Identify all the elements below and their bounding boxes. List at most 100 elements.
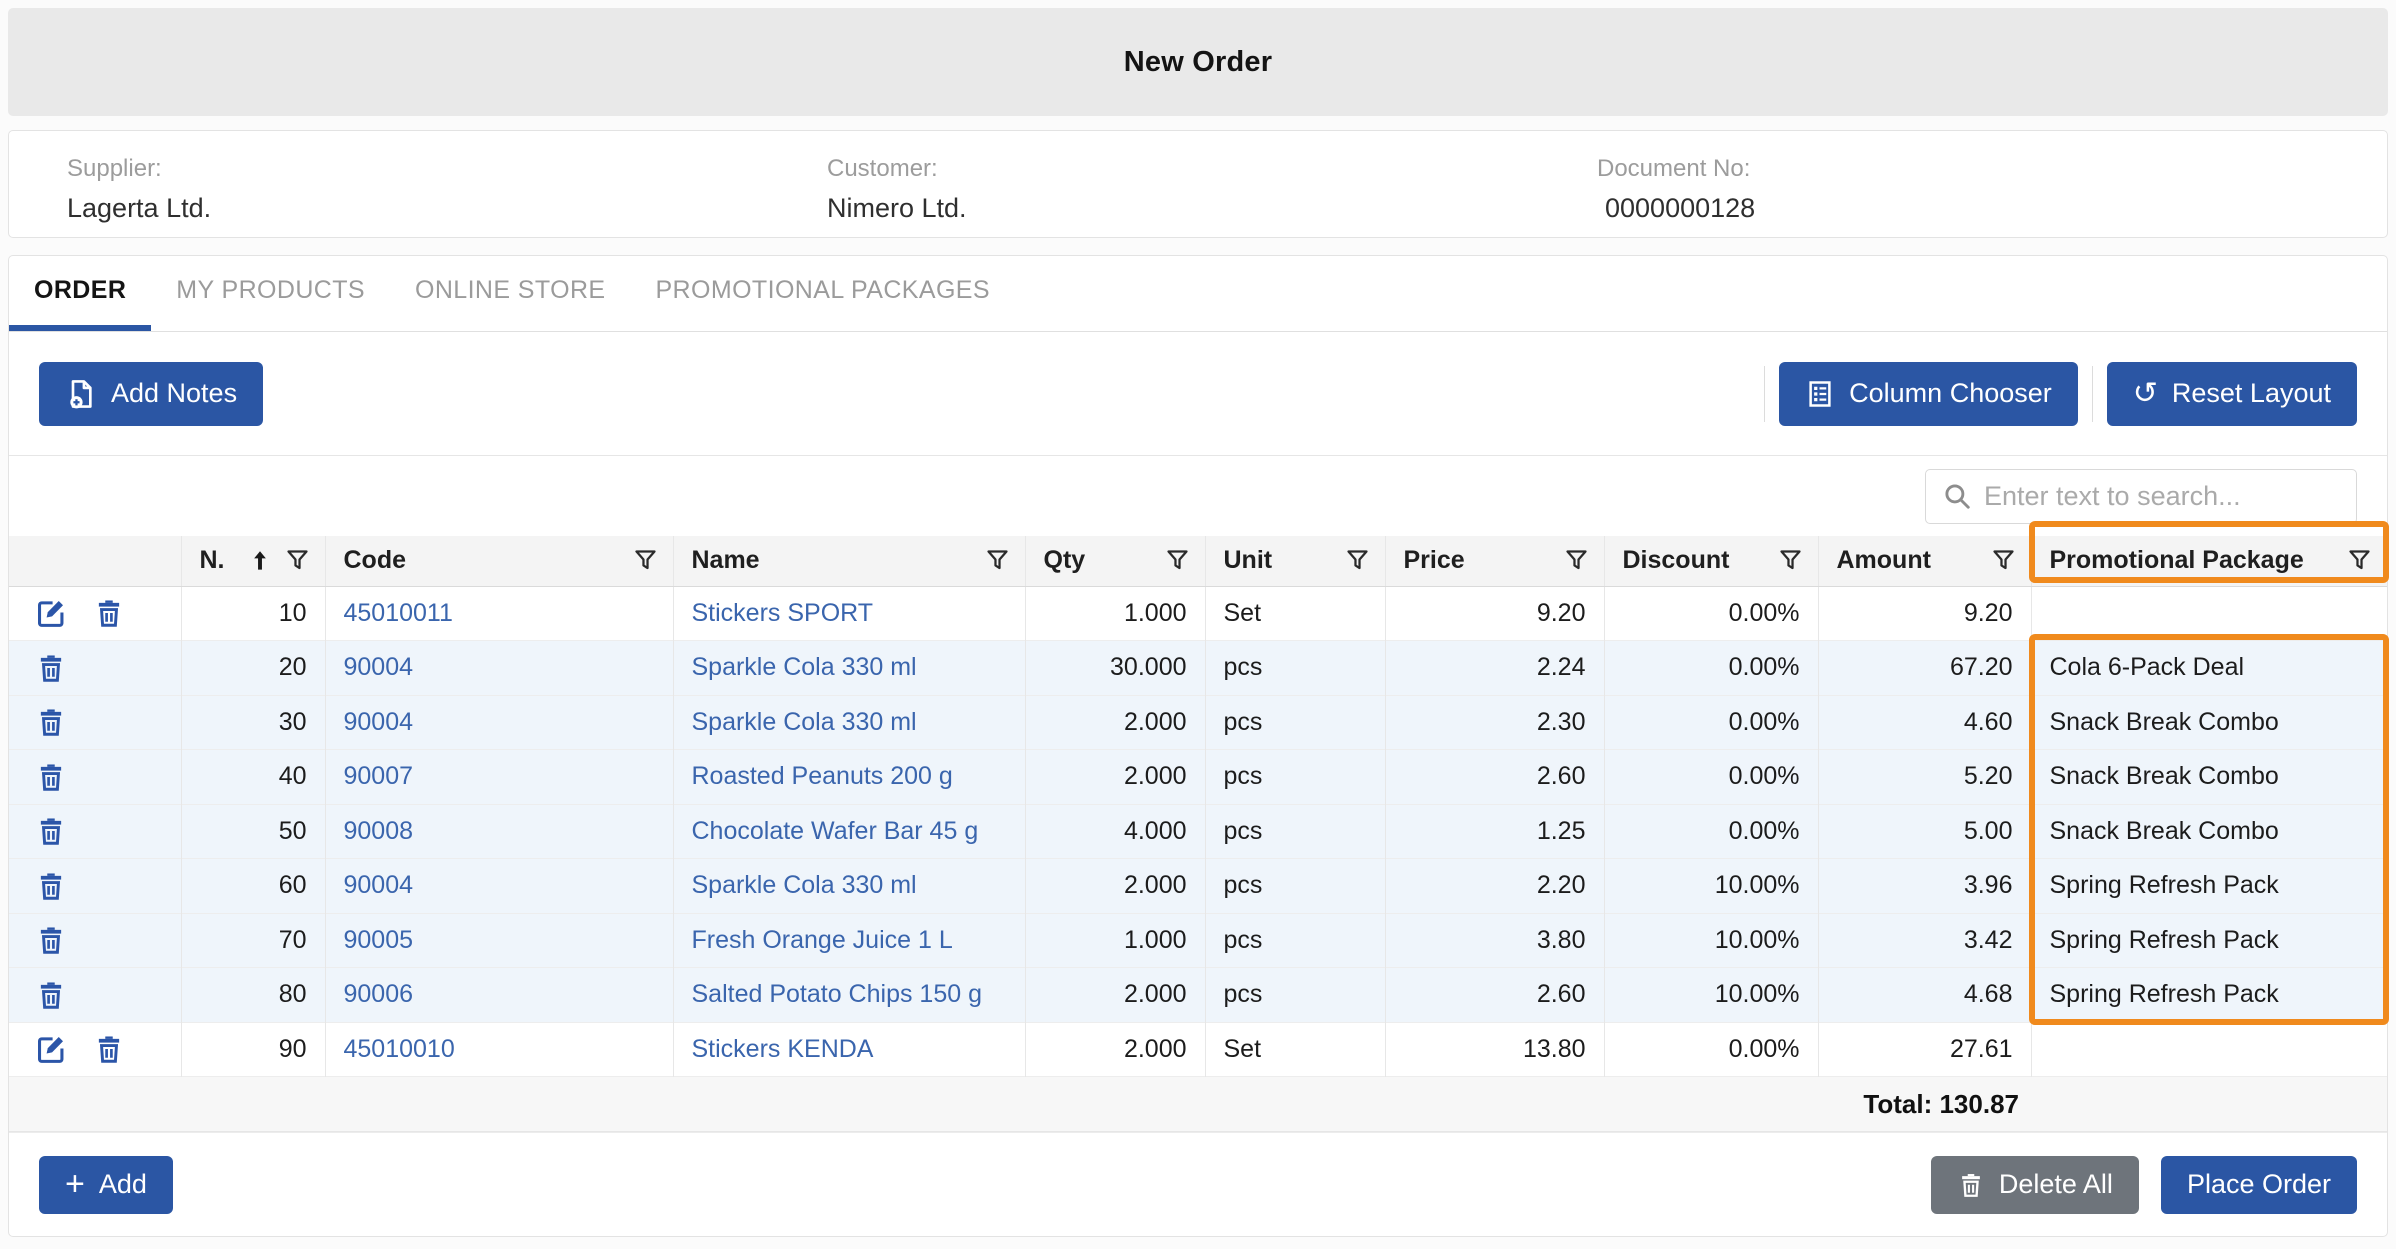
cell-line-number: 60 (181, 858, 326, 913)
cell-code: 90004 (325, 640, 674, 695)
cell-qty: 2.000 (1025, 967, 1206, 1022)
tab-promotional-packages[interactable]: PROMOTIONAL PACKAGES (655, 276, 990, 304)
delete-row-icon-button[interactable] (35, 652, 67, 684)
name-link[interactable]: Roasted Peanuts 200 g (691, 762, 953, 791)
window-title-bar: New Order (8, 8, 2388, 116)
cell-promotional-package: Snack Break Combo (2049, 762, 2279, 791)
column-label-price: Price (1403, 546, 1465, 575)
code-link[interactable]: 90007 (343, 762, 414, 791)
filter-icon[interactable] (632, 547, 659, 574)
reset-layout-button[interactable]: ↺ Reset Layout (2106, 361, 2357, 426)
cell-unit: pcs (1205, 858, 1386, 913)
name-link[interactable]: Sparkle Cola 330 ml (691, 871, 917, 900)
filter-icon[interactable] (1344, 547, 1371, 574)
filter-icon[interactable] (1164, 547, 1191, 574)
cell-line-number: 40 (181, 749, 326, 804)
column-header-name[interactable]: Name (673, 536, 1026, 587)
cell-line-number: 50 (181, 804, 326, 859)
cell-qty: 4.000 (1025, 804, 1206, 859)
document-no-label: Document No: (1597, 155, 1751, 182)
cell-actions (9, 858, 182, 913)
cell-code: 45010011 (325, 586, 674, 641)
name-link[interactable]: Sparkle Cola 330 ml (691, 653, 917, 682)
delete-row-icon-button[interactable] (35, 761, 67, 793)
column-header-amount[interactable]: Amount (1818, 536, 2032, 587)
column-header-code[interactable]: Code (325, 536, 674, 587)
cell-promotional-package: Spring Refresh Pack (2049, 871, 2279, 900)
order-panel: ORDER MY PRODUCTS ONLINE STORE PROMOTION… (8, 255, 2388, 1237)
delete-all-button[interactable]: Delete All (1930, 1155, 2139, 1214)
column-header-actions (9, 536, 182, 587)
delete-row-icon-button[interactable] (35, 706, 67, 738)
search-input[interactable] (1984, 480, 2340, 512)
column-header-discount[interactable]: Discount (1604, 536, 1819, 587)
cell-promotional-package: Spring Refresh Pack (2049, 925, 2279, 954)
code-link[interactable]: 90004 (343, 707, 414, 736)
customer-label: Customer: (827, 155, 938, 182)
trash-icon (1957, 1171, 1985, 1199)
filter-icon[interactable] (2346, 547, 2373, 574)
cell-price: 2.60 (1385, 967, 1605, 1022)
tab-order[interactable]: ORDER (9, 256, 152, 331)
column-header-n[interactable]: N. (181, 536, 326, 587)
name-link[interactable]: Fresh Orange Juice 1 L (691, 925, 953, 954)
name-link[interactable]: Stickers KENDA (691, 1034, 874, 1063)
cell-actions (9, 804, 182, 859)
column-label-code: Code (343, 546, 407, 575)
name-link[interactable]: Salted Potato Chips 150 g (691, 980, 982, 1009)
cell-code: 90005 (325, 913, 674, 968)
column-header-price[interactable]: Price (1385, 536, 1605, 587)
column-label-unit: Unit (1223, 546, 1273, 575)
delete-row-icon-button[interactable] (93, 597, 125, 629)
add-note-document-icon (65, 378, 97, 410)
code-link[interactable]: 45010011 (343, 598, 453, 627)
add-row-button[interactable]: + Add (39, 1155, 173, 1214)
cell-line-number: 20 (181, 640, 326, 695)
cell-discount: 0.00% (1604, 749, 1819, 804)
code-link[interactable]: 90004 (343, 871, 414, 900)
delete-row-icon-button[interactable] (35, 870, 67, 902)
name-link[interactable]: Stickers SPORT (691, 598, 874, 627)
cell-price: 9.20 (1385, 586, 1605, 641)
cell-discount: 0.00% (1604, 640, 1819, 695)
delete-row-icon-button[interactable] (35, 979, 67, 1011)
table-row: 80 90006 Salted Potato Chips 150 g 2.000… (9, 967, 2387, 1022)
edit-icon-button[interactable] (35, 1033, 67, 1065)
column-header-promotional-package[interactable]: Promotional Package (2031, 536, 2387, 587)
cell-price: 13.80 (1385, 1022, 1605, 1077)
cell-discount: 0.00% (1604, 586, 1819, 641)
supplier-info: Supplier: Lagerta Ltd. (67, 155, 211, 224)
delete-row-icon-button[interactable] (93, 1033, 125, 1065)
sort-ascending-icon[interactable] (247, 548, 273, 574)
filter-icon[interactable] (984, 547, 1011, 574)
column-label-discount: Discount (1622, 546, 1730, 575)
code-link[interactable]: 90004 (343, 653, 414, 682)
cell-promotional-package (2031, 586, 2387, 641)
filter-icon[interactable] (284, 547, 311, 574)
place-order-button[interactable]: Place Order (2160, 1155, 2357, 1214)
customer-value: Nimero Ltd. (827, 193, 967, 223)
code-link[interactable]: 90008 (343, 816, 414, 845)
column-header-qty[interactable]: Qty (1025, 536, 1206, 587)
edit-icon-button[interactable] (35, 597, 67, 629)
tab-my-products[interactable]: MY PRODUCTS (176, 276, 365, 304)
filter-icon[interactable] (1990, 547, 2017, 574)
filter-icon[interactable] (1777, 547, 1804, 574)
name-link[interactable]: Sparkle Cola 330 ml (691, 707, 917, 736)
code-link[interactable]: 90006 (343, 980, 414, 1009)
cell-qty: 1.000 (1025, 586, 1206, 641)
column-header-unit[interactable]: Unit (1205, 536, 1386, 587)
add-notes-button[interactable]: Add Notes (39, 361, 264, 426)
column-chooser-button[interactable]: Column Chooser (1779, 361, 2078, 426)
tab-online-store[interactable]: ONLINE STORE (414, 276, 606, 304)
total-row: Total: 130.87 (9, 1077, 2387, 1132)
filter-icon[interactable] (1563, 547, 1590, 574)
column-label-name: Name (691, 546, 760, 575)
name-link[interactable]: Chocolate Wafer Bar 45 g (691, 816, 979, 845)
code-link[interactable]: 45010010 (343, 1034, 455, 1063)
code-link[interactable]: 90005 (343, 925, 414, 954)
cell-amount: 67.20 (1818, 640, 2032, 695)
delete-row-icon-button[interactable] (35, 924, 67, 956)
delete-row-icon-button[interactable] (35, 815, 67, 847)
cell-discount: 10.00% (1604, 858, 1819, 913)
